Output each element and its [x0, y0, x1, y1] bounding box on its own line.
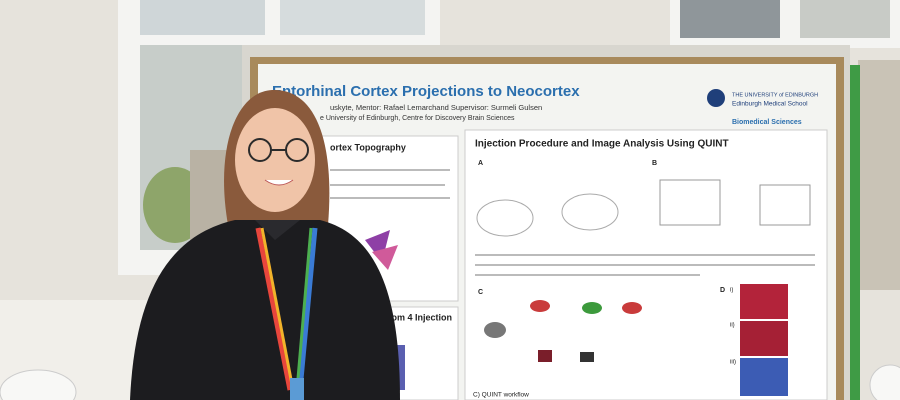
window-glass	[680, 0, 780, 38]
chair	[0, 369, 77, 400]
hoodie	[130, 220, 400, 400]
brain-icon	[582, 302, 602, 314]
department: Biomedical Sciences	[732, 119, 802, 126]
window-glass	[800, 0, 890, 38]
microscopy-image	[740, 358, 788, 396]
university-crest	[707, 89, 725, 107]
bar-graphic	[395, 345, 405, 390]
caption: C) QUINT workflow	[473, 392, 529, 399]
image-label: ii)	[730, 323, 735, 329]
panel-letter: C	[478, 289, 483, 296]
brain-icon	[484, 322, 506, 338]
brain-icon	[530, 300, 550, 312]
image-label: i)	[730, 288, 733, 294]
diagram	[759, 184, 811, 226]
brain-sketch	[476, 199, 534, 237]
face	[235, 108, 315, 212]
logo-text: Edinburgh Medical School	[732, 101, 808, 108]
section-heading: Injection Procedure and Image Analysis U…	[475, 139, 729, 150]
brain-icon	[622, 302, 642, 314]
logo-text: THE UNIVERSITY of EDINBURGH	[732, 92, 818, 98]
lanyard	[295, 227, 313, 391]
panel-letter: D	[720, 287, 725, 294]
window-glass	[858, 60, 900, 290]
green-strip	[850, 65, 860, 400]
hood-neck	[255, 220, 300, 240]
lanyard	[260, 227, 295, 391]
diagram-shape	[372, 245, 398, 270]
diagram	[659, 179, 721, 226]
section-heading: ortex Topography	[330, 142, 406, 152]
panel-letter: B	[652, 160, 657, 167]
panel-letter: A	[478, 160, 483, 167]
image-label: iii)	[730, 360, 736, 366]
chair	[869, 364, 900, 400]
microscopy-image	[740, 321, 788, 356]
image-icon	[580, 352, 594, 362]
poster-affiliation: e University of Edinburgh, Centre for Di…	[320, 115, 515, 122]
lanyard-clip	[290, 378, 304, 400]
image-icon	[538, 350, 552, 362]
smile	[264, 179, 294, 186]
window-glass	[280, 0, 425, 35]
section-heading: from 4 Injection	[385, 312, 452, 322]
poster-title: Entorhinal Cortex Projections to Neocort…	[272, 83, 580, 100]
lanyard	[297, 227, 318, 391]
brain-sketch	[561, 193, 619, 231]
lanyard	[255, 227, 293, 391]
microscopy-image	[740, 284, 788, 319]
window-glass	[140, 0, 265, 35]
poster-authors: uskyte, Mentor: Rafael Lemarchand Superv…	[330, 103, 542, 112]
